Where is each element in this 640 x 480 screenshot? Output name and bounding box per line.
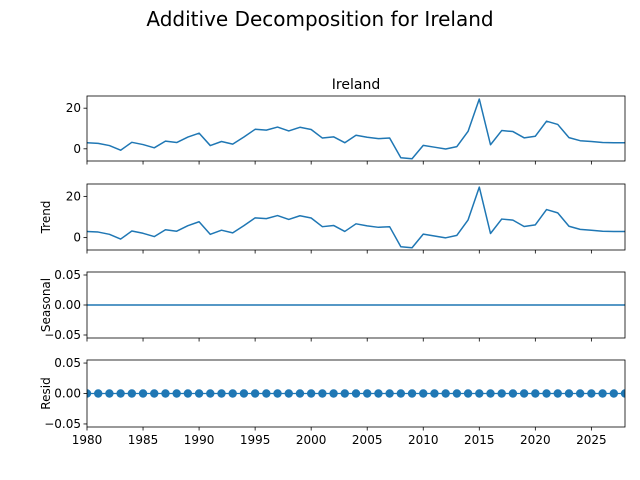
x-tick-label: 1985 [128, 433, 159, 447]
resid-point [194, 389, 204, 398]
resid-point [620, 389, 625, 398]
y-axis-label-trend: Trend [39, 201, 53, 235]
y-tick-label: 0 [73, 231, 81, 245]
resid-point [508, 389, 518, 398]
y-tick-label: 0.05 [54, 356, 81, 370]
resid-point [463, 389, 473, 398]
x-tick-label: 2015 [464, 433, 495, 447]
resid-point [206, 389, 215, 398]
resid-point [564, 389, 574, 398]
resid-point [519, 389, 529, 398]
x-tick-label: 1995 [240, 433, 271, 447]
resid-point [217, 389, 226, 398]
x-tick-label: 1980 [72, 433, 103, 447]
resid-point [430, 389, 439, 398]
y-tick-label: −0.05 [44, 328, 81, 342]
y-tick-label: 20 [66, 189, 81, 203]
resid-point [385, 389, 394, 398]
resid-point [87, 389, 92, 398]
resid-point [183, 389, 193, 398]
resid-point [407, 389, 417, 398]
y-tick-label: 0.00 [54, 387, 81, 401]
resid-point [598, 389, 607, 398]
resid-point [295, 389, 305, 398]
resid-point [116, 389, 125, 398]
resid-point [250, 389, 260, 398]
resid-point [486, 389, 495, 398]
series-line-observed [87, 98, 625, 160]
x-tick-label: 2025 [576, 433, 607, 447]
resid-point [351, 389, 361, 398]
resid-point [374, 389, 383, 398]
resid-point [329, 389, 338, 398]
x-tick-label: 2020 [520, 433, 551, 447]
resid-point [172, 389, 181, 398]
resid-point [452, 389, 462, 398]
resid-point [587, 389, 596, 398]
resid-point [441, 389, 450, 398]
resid-point [273, 389, 282, 398]
resid-point [318, 389, 327, 398]
y-axis-label-seasonal: Seasonal [39, 278, 53, 332]
x-tick-label: 2005 [352, 433, 383, 447]
panel-frame [86, 95, 626, 162]
panel-trend: 0 20 Trend [39, 183, 626, 254]
resid-point [609, 389, 618, 398]
resid-point [239, 389, 249, 398]
x-tick-label: 1990 [184, 433, 215, 447]
resid-point [531, 389, 540, 398]
resid-point [138, 389, 148, 398]
resid-point [419, 389, 428, 398]
y-tick-label: 20 [66, 101, 81, 115]
resid-point [575, 389, 585, 398]
panel-title: Ireland [332, 77, 380, 93]
resid-point [150, 389, 159, 398]
x-tick-label: 2010 [408, 433, 439, 447]
resid-point [306, 389, 316, 398]
resid-point [542, 389, 551, 398]
series-line-trend [87, 186, 625, 249]
resid-point [228, 389, 237, 398]
resid-point [284, 389, 293, 398]
figure-suptitle: Additive Decomposition for Ireland [146, 7, 493, 31]
panels-group: 020Ireland020Trend−0.050.000.05Seasonal−… [39, 77, 626, 447]
panel-observed: 0 20 Ireland [66, 77, 626, 165]
panel-plot-area [87, 98, 625, 160]
panel-resid: −0.05 0.00 0.05 1980 1985 1990 1995 2000 2005 201… [39, 356, 626, 447]
resid-point [363, 389, 372, 398]
resid-point [94, 389, 103, 398]
resid-point [497, 389, 506, 398]
resid-point [553, 389, 562, 398]
resid-point [340, 389, 349, 398]
y-axis-label-resid: Resid [39, 377, 53, 409]
resid-point [127, 389, 137, 398]
panel-plot-area [87, 389, 625, 398]
y-tick-label: −0.05 [44, 417, 81, 431]
resid-point [161, 389, 170, 398]
resid-point [475, 389, 484, 398]
y-tick-label: 0 [73, 142, 81, 156]
resid-point [262, 389, 271, 398]
x-tick-label: 2000 [296, 433, 327, 447]
y-tick-label: 0.05 [54, 268, 81, 282]
resid-point [105, 389, 114, 398]
resid-point [396, 389, 406, 398]
panel-frame [86, 183, 626, 251]
y-tick-label: 0.00 [54, 298, 81, 312]
panel-plot-area [87, 186, 625, 249]
